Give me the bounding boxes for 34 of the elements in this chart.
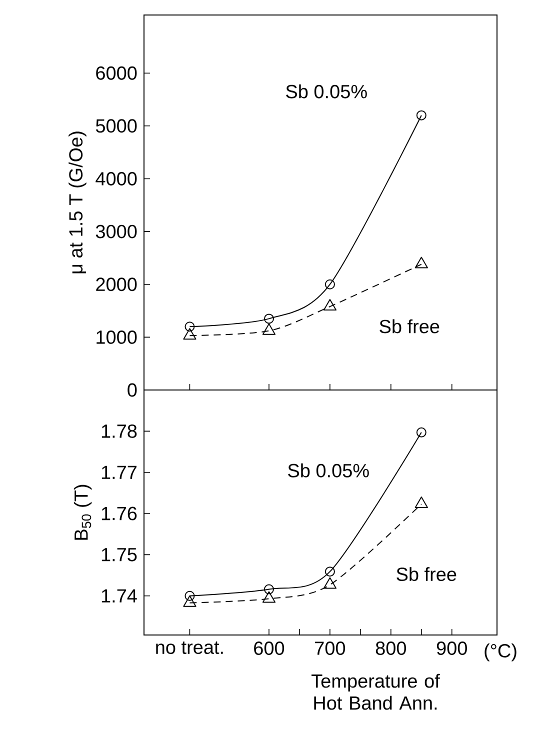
y-tick-label: 5000 (96, 119, 137, 133)
point (262, 591, 276, 603)
x-tick-label: no treat. (156, 642, 223, 654)
y-axis-title: B$_{50}$ (T) (74, 484, 92, 540)
y-tick-label: 1000 (96, 330, 137, 344)
text: Sb 0.05% (286, 84, 367, 98)
y-tick-label: 1.76 (102, 506, 137, 520)
x-tick-label: 900 (436, 642, 467, 655)
point (416, 110, 426, 120)
series-label: Sb free (396, 567, 456, 582)
y-tick-label: 2000 (96, 278, 137, 292)
x-tick-label: 800 (376, 642, 406, 655)
y-axis-title: μ at 1.5 T (G/Oe) (68, 132, 86, 274)
y-tick-label: 3000 (96, 224, 137, 238)
point (323, 299, 337, 311)
point (324, 279, 335, 290)
y-tick-label: 1.78 (102, 424, 137, 438)
point (414, 496, 428, 508)
x-tick-label: 600 (254, 642, 284, 655)
y-tick-label: 6000 (96, 66, 137, 80)
series-label: Sb 0.05% (288, 463, 369, 478)
point (414, 256, 428, 268)
y-tick-label: 4000 (96, 172, 137, 186)
x-axis-title: Temperature of Hot Band Ann. (312, 674, 440, 710)
x-tick-label: 700 (315, 642, 346, 655)
y-tick-label: 0 (128, 383, 137, 397)
y-tick-label: 1.75 (102, 548, 137, 562)
series-label: Sb free (380, 319, 440, 334)
point (262, 323, 276, 335)
point (416, 427, 426, 438)
text: (°C) (484, 644, 516, 662)
y-tick-label: 1.77 (102, 466, 137, 479)
y-tick-label: 1.74 (102, 589, 137, 602)
point (323, 577, 337, 589)
